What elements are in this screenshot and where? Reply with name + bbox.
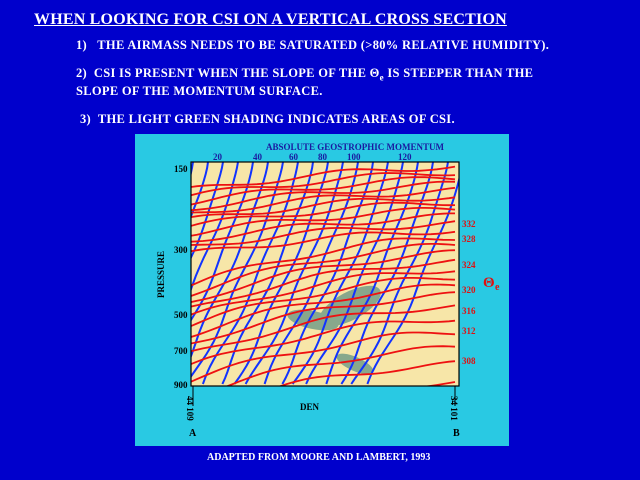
theta-e-line bbox=[191, 180, 456, 212]
theta-e-tick-label: 316 bbox=[462, 306, 476, 316]
theta-e-subscript: e bbox=[495, 282, 500, 293]
station-a-label: 44 109 bbox=[185, 396, 195, 421]
theta-e-line bbox=[191, 243, 456, 297]
theta-e-line bbox=[191, 196, 456, 218]
theta-e-line bbox=[191, 258, 456, 308]
momentum-surface-line bbox=[191, 162, 254, 322]
pressure-axis-label: PRESSURE bbox=[156, 251, 166, 298]
momentum-axis-title: ABSOLUTE GEOSTROPHIC MOMENTUM bbox=[266, 142, 445, 152]
theta-e-tick-label: 308 bbox=[462, 356, 476, 366]
point-2-number: 2) bbox=[76, 66, 88, 80]
cross-section-figure: ABSOLUTE GEOSTROPHIC MOMENTUM 20 40 60 8… bbox=[135, 134, 509, 446]
theta-e-line bbox=[191, 201, 456, 227]
momentum-surface-line bbox=[191, 162, 239, 293]
point-3-text: THE LIGHT GREEN SHADING INDICATES AREAS … bbox=[97, 112, 455, 126]
momentum-surface-line bbox=[305, 162, 404, 385]
station-b-label: 34 101 bbox=[449, 396, 459, 421]
momentum-tick-label: 40 bbox=[253, 152, 263, 162]
pressure-tick-label: 900 bbox=[174, 380, 188, 390]
theta-e-line bbox=[191, 304, 456, 353]
point-2-subscript: e bbox=[379, 72, 384, 83]
theta-e-line bbox=[191, 186, 456, 214]
point-3: 3) THE LIGHT GREEN SHADING INDICATES ARE… bbox=[80, 112, 455, 127]
pressure-tick-label: 500 bbox=[174, 310, 188, 320]
point-1-text: THE AIRMASS NEEDS TO BE SATURATED (>80% … bbox=[97, 38, 550, 52]
csi-shaded-area bbox=[336, 353, 374, 375]
theta-e-line bbox=[191, 165, 456, 188]
plot-border bbox=[190, 161, 460, 387]
momentum-tick-label: 120 bbox=[398, 152, 412, 162]
theta-e-line bbox=[278, 360, 456, 386]
point-b-label: B bbox=[453, 428, 460, 439]
momentum-tick-label: 80 bbox=[318, 152, 328, 162]
pressure-tick-label: 300 bbox=[174, 245, 188, 255]
point-2-text-a: CSI IS PRESENT WHEN THE SLOPE OF THE Θ bbox=[93, 66, 380, 80]
theta-e-line bbox=[191, 212, 455, 243]
theta-e-line bbox=[191, 220, 456, 246]
point-a-label: A bbox=[189, 428, 197, 439]
point-1: 1) THE AIRMASS NEEDS TO BE SATURATED (>8… bbox=[76, 38, 549, 53]
theta-e-line bbox=[191, 283, 456, 338]
theta-e-line bbox=[191, 291, 456, 345]
momentum-surface-line bbox=[233, 162, 329, 385]
theta-e-line bbox=[191, 176, 456, 206]
theta-e-line bbox=[191, 172, 456, 197]
theta-e-line bbox=[191, 230, 456, 253]
theta-e-tick-label: 332 bbox=[462, 219, 476, 229]
theta-e-line bbox=[191, 237, 456, 287]
theta-e-line bbox=[191, 270, 456, 316]
cross-section-diagram: ABSOLUTE GEOSTROPHIC MOMENTUM 20 40 60 8… bbox=[156, 142, 500, 439]
theta-e-tick-label: 328 bbox=[462, 234, 476, 244]
momentum-tick-label: 20 bbox=[213, 152, 223, 162]
theta-e-symbol: Θ bbox=[483, 275, 495, 291]
point-2: 2) CSI IS PRESENT WHEN THE SLOPE OF THE … bbox=[76, 66, 533, 83]
theta-e-line bbox=[191, 277, 456, 327]
theta-e-line bbox=[422, 381, 456, 386]
point-2-line-2: SLOPE OF THE MOMENTUM SURFACE. bbox=[76, 84, 323, 98]
theta-e-lines-group bbox=[191, 165, 456, 386]
momentum-surface-line bbox=[191, 162, 209, 220]
den-location-label: DEN bbox=[300, 402, 320, 412]
momentum-tick-label: 100 bbox=[347, 152, 361, 162]
point-3-number: 3) bbox=[80, 112, 92, 126]
theta-e-line bbox=[191, 331, 456, 383]
theta-e-line bbox=[191, 249, 456, 303]
pressure-tick-label: 150 bbox=[174, 164, 188, 174]
pressure-tick-label: 700 bbox=[174, 346, 188, 356]
momentum-lines-group bbox=[191, 162, 459, 385]
theta-e-line bbox=[225, 345, 456, 386]
source-credit: ADAPTED FROM MOORE AND LAMBERT, 1993 bbox=[207, 452, 431, 463]
momentum-tick-label: 60 bbox=[289, 152, 299, 162]
theta-e-tick-label: 312 bbox=[462, 326, 476, 336]
theta-e-line bbox=[191, 319, 456, 365]
theta-e-tick-label: 320 bbox=[462, 285, 476, 295]
momentum-surface-line bbox=[201, 162, 299, 385]
point-2-text-b: IS STEEPER THAN THE bbox=[383, 66, 534, 80]
theta-e-line bbox=[191, 207, 456, 237]
page-title: WHEN LOOKING FOR CSI ON A VERTICAL CROSS… bbox=[34, 11, 507, 28]
theta-e-tick-label: 324 bbox=[462, 260, 476, 270]
point-1-number: 1) bbox=[76, 38, 88, 52]
